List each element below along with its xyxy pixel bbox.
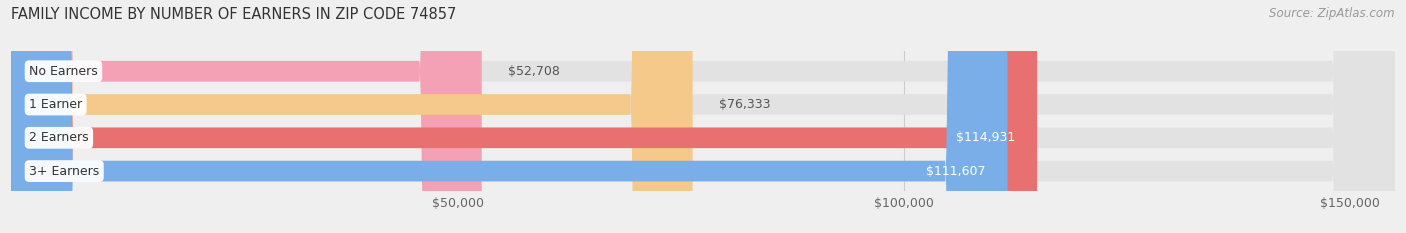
FancyBboxPatch shape (11, 0, 693, 233)
Text: $52,708: $52,708 (509, 65, 561, 78)
Text: 3+ Earners: 3+ Earners (30, 164, 100, 178)
Text: $111,607: $111,607 (925, 164, 986, 178)
Text: FAMILY INCOME BY NUMBER OF EARNERS IN ZIP CODE 74857: FAMILY INCOME BY NUMBER OF EARNERS IN ZI… (11, 7, 457, 22)
FancyBboxPatch shape (11, 0, 1395, 233)
Text: Source: ZipAtlas.com: Source: ZipAtlas.com (1270, 7, 1395, 20)
Text: $76,333: $76,333 (720, 98, 770, 111)
FancyBboxPatch shape (11, 0, 1395, 233)
FancyBboxPatch shape (11, 0, 1008, 233)
Text: $114,931: $114,931 (956, 131, 1015, 144)
FancyBboxPatch shape (11, 0, 1038, 233)
Text: 2 Earners: 2 Earners (30, 131, 89, 144)
Text: 1 Earner: 1 Earner (30, 98, 82, 111)
Text: No Earners: No Earners (30, 65, 98, 78)
FancyBboxPatch shape (11, 0, 482, 233)
FancyBboxPatch shape (11, 0, 1395, 233)
FancyBboxPatch shape (11, 0, 1395, 233)
